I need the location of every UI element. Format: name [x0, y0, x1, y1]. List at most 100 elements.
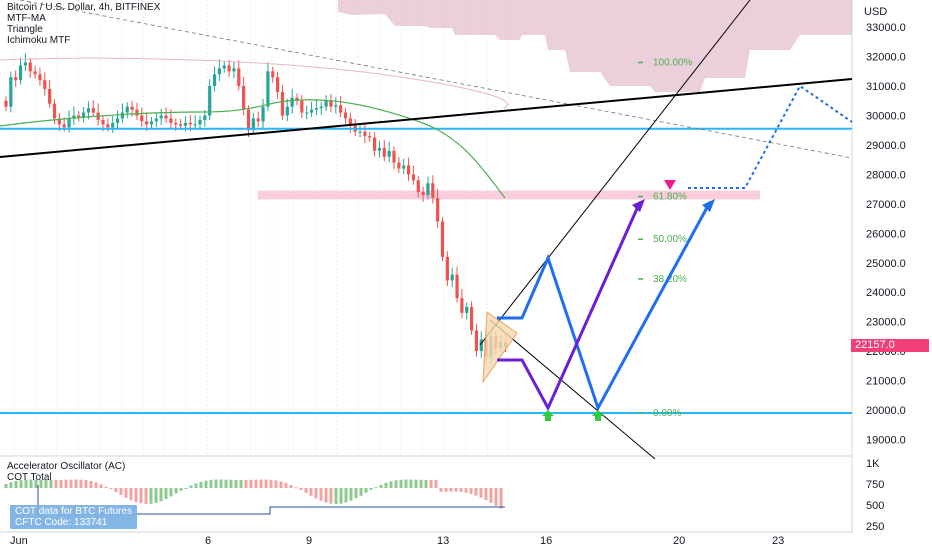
oscillator-bar [189, 485, 193, 488]
oscillator-bar [399, 479, 403, 488]
oscillator-bar [169, 488, 173, 497]
candle-body [343, 112, 348, 119]
candle-body [382, 147, 386, 157]
candle-body [135, 109, 139, 116]
candle-body [309, 109, 314, 113]
candle-body [48, 88, 52, 104]
candle-body [106, 124, 110, 128]
fib-label: 61.80% [653, 191, 687, 202]
oscillator-tick-label: 250 [866, 521, 884, 533]
candle-body [368, 136, 372, 138]
indicator-ichimoku[interactable]: Ichimoku MTF [7, 35, 71, 46]
candle-body [300, 100, 304, 113]
cot-box-line1: COT data for BTC Futures [15, 506, 133, 517]
oscillator-bar [64, 479, 68, 488]
x-tick-label: 9 [306, 535, 312, 547]
candle-body [261, 106, 265, 122]
candle-body [324, 100, 328, 107]
y-tick-label: 31000.0 [866, 81, 906, 93]
oscillator-tick-label: 750 [866, 479, 884, 491]
candle-body [377, 147, 382, 151]
oscillator-bar [384, 482, 388, 488]
oscillator-bar [124, 488, 128, 498]
candle-body [246, 109, 251, 131]
cot-box-line2: CFTC Code: 133741 [15, 517, 108, 528]
candle-body [232, 68, 236, 72]
candle-body [440, 221, 445, 257]
cot-total-label[interactable]: COT Total [7, 472, 52, 483]
symbol-title[interactable]: Bitcoin / U.S. Dollar, 4h, BITFINEX [7, 2, 161, 13]
y-tick-label: 27000.0 [866, 199, 906, 211]
x-tick-label: 6 [205, 535, 211, 547]
candle-body [82, 112, 86, 117]
oscillator-bar [414, 479, 418, 488]
candle-body [86, 108, 91, 113]
oscillator-bar [359, 488, 363, 496]
candle-body [334, 105, 338, 107]
breakout-line [479, 0, 751, 346]
y-tick-label: 28000.0 [866, 169, 906, 181]
dotted-projection-path [688, 84, 853, 189]
oscillator-bar [109, 488, 113, 490]
y-tick-label: 23000.0 [866, 317, 906, 329]
x-tick-label: 23 [772, 535, 784, 547]
oscillator-bar [464, 488, 468, 493]
oscillator-name[interactable]: Accelerator Oscillator (AC) [7, 461, 126, 472]
oscillator-bar [394, 480, 398, 488]
oscillator-bar [214, 479, 218, 488]
oscillator-bar [324, 488, 328, 503]
candle-body [67, 118, 71, 128]
indicator-mtf-ma[interactable]: MTF-MA [7, 13, 46, 24]
oscillator-bar [209, 479, 213, 488]
oscillator-bar [229, 479, 233, 488]
pink-down-arrow [664, 180, 676, 190]
indicator-triangle[interactable]: Triangle [7, 24, 43, 35]
oscillator-bar [304, 488, 308, 493]
oscillator-bar [34, 479, 38, 488]
candle-body [14, 77, 18, 81]
background-layer [258, 0, 852, 200]
oscillator-bar [144, 488, 148, 504]
oscillator-bar [69, 479, 73, 488]
candle-body [33, 71, 37, 75]
cot-total-line [37, 485, 505, 515]
candle-body [465, 306, 469, 313]
candle-body [305, 112, 309, 114]
oscillator-bar [244, 479, 248, 488]
candle-body [145, 121, 149, 125]
candle-body [140, 115, 144, 122]
candle-body [256, 118, 260, 122]
candle-body [450, 274, 454, 281]
oscillator-bar [349, 488, 353, 501]
oscillator-bar [239, 479, 243, 488]
y-tick-label: 26000.0 [866, 228, 906, 240]
oscillator-bar [99, 484, 103, 488]
candle-body [164, 115, 168, 119]
oscillator-bar [344, 488, 348, 503]
oscillator-bar [499, 488, 503, 509]
x-tick-label: 20 [673, 535, 685, 547]
fib-label: 50.00% [653, 234, 687, 245]
x-tick-label: 16 [540, 535, 552, 547]
blue-arrow-head [702, 199, 715, 212]
oscillator-bar [174, 488, 178, 494]
oscillator-bar [199, 481, 203, 488]
candle-body [460, 298, 464, 313]
candle-body [242, 86, 246, 110]
ascending-trendline [0, 78, 853, 158]
oscillator-bar [254, 479, 258, 488]
oscillator-bar [249, 479, 253, 488]
oscillator-bar [224, 479, 228, 488]
candle-body [4, 100, 8, 107]
oscillator-bar [159, 488, 163, 502]
oscillator-bar [364, 488, 368, 493]
candle-body [426, 183, 430, 196]
candle-body [237, 68, 241, 87]
ichimoku-cloud [338, 0, 852, 92]
fib-label: 38.20% [653, 274, 687, 285]
oscillator-bar [354, 488, 358, 499]
candle-body [285, 106, 289, 116]
candle-body [406, 165, 411, 175]
candle-body [115, 118, 120, 123]
